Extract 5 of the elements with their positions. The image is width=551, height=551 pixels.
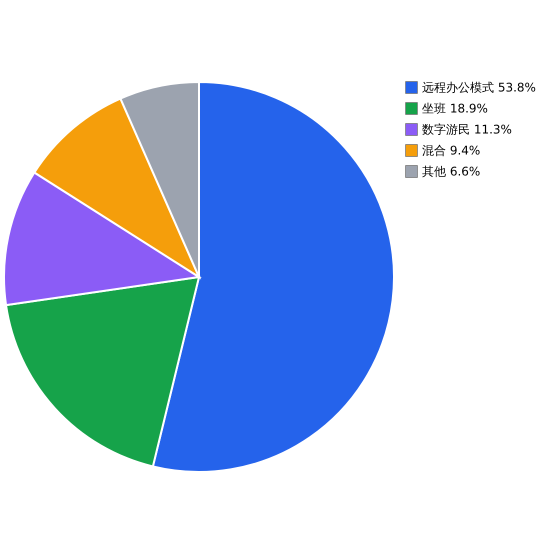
legend-label: 坐班 18.9% — [422, 102, 488, 116]
legend-label: 混合 9.4% — [422, 144, 480, 158]
legend-label: 其他 6.6% — [422, 164, 480, 178]
legend-label: 数字游民 11.3% — [422, 122, 512, 136]
legend-label: 远程办公模式 53.8% — [422, 80, 536, 94]
